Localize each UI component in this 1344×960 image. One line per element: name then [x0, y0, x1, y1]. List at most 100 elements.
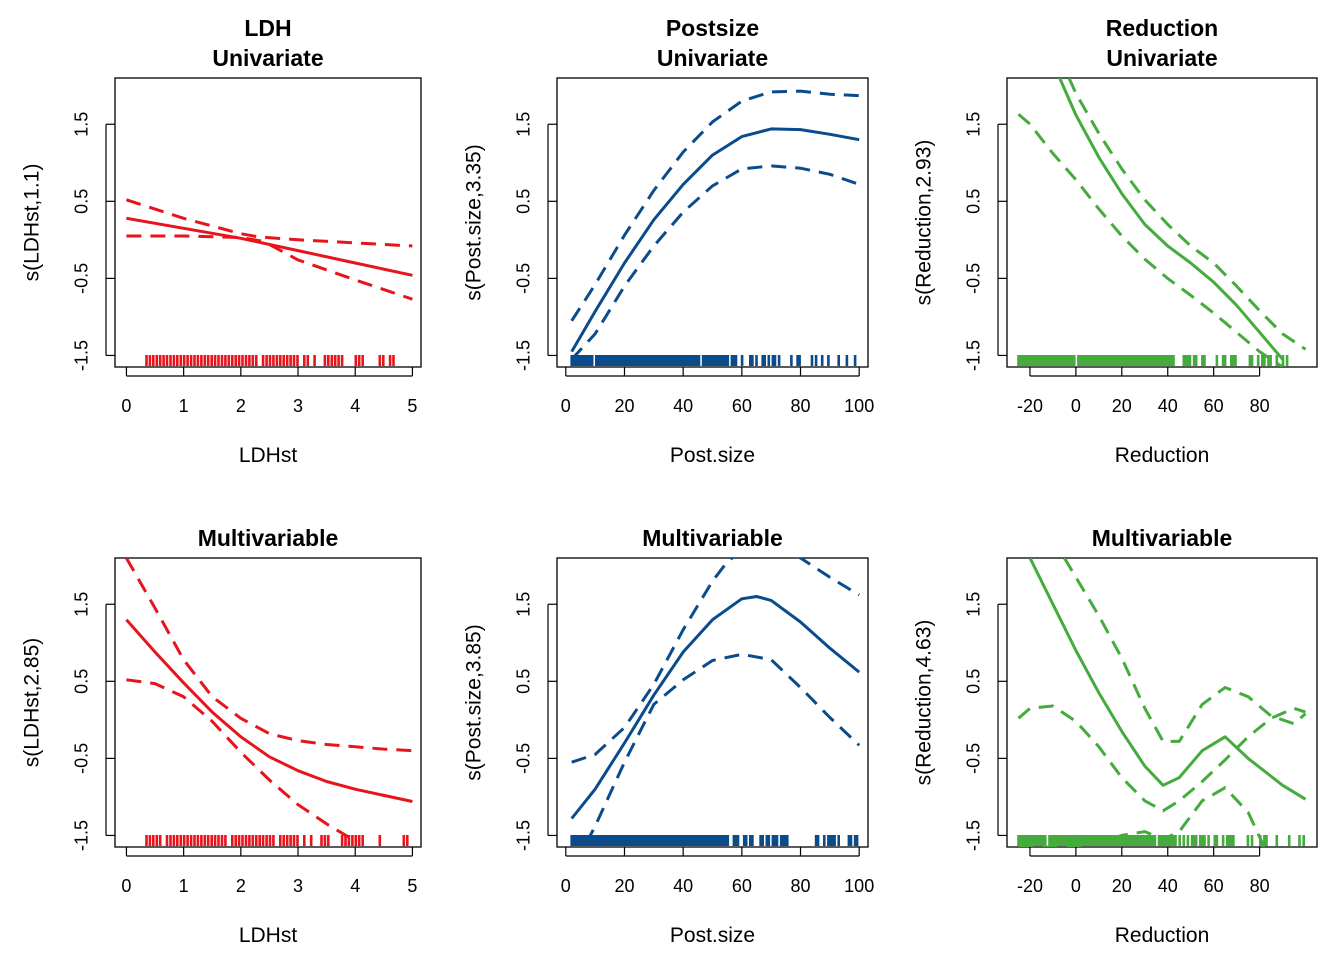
panel-6: Multivariable -20 0 20 40 60 80 -1.5 -0.5 0.5 1.5 R…	[913, 525, 1318, 947]
x-tick-label: 40	[673, 396, 693, 416]
panel-title: Univariate	[657, 45, 768, 71]
series-group	[1017, 78, 1307, 367]
rug-ticks	[1017, 355, 1289, 366]
x-tick-label: -20	[1017, 876, 1043, 896]
panel-title: Univariate	[1106, 45, 1217, 71]
y-tick-label: 0.5	[514, 669, 534, 694]
rug-ticks	[145, 835, 409, 846]
y-tick-label: 0.5	[72, 189, 92, 214]
confidence-band-lower	[1017, 113, 1284, 367]
y-tick-label: 0.5	[514, 189, 534, 214]
y-tick-label: -0.5	[72, 263, 92, 294]
y-tick-label: 1.5	[72, 112, 92, 137]
y-tick-label: 0.5	[72, 669, 92, 694]
y-tick-label: -1.5	[72, 820, 92, 851]
panel-title: Multivariable	[198, 525, 339, 551]
confidence-band-upper	[1063, 558, 1307, 743]
smooth-estimate-line	[1058, 78, 1284, 361]
plot-frame	[114, 77, 422, 368]
rug-marks	[570, 355, 857, 366]
panel-1: LDH Univariate 0 1 2 3 4 5 -1.5 -0.5 0.5 1.5 LDHst s(…	[21, 15, 422, 467]
x-tick-label: 4	[350, 396, 360, 416]
y-tick-label: 1.5	[964, 112, 984, 137]
confidence-band-lower	[570, 164, 860, 361]
series-group	[570, 558, 861, 844]
x-tick-label: 20	[1112, 396, 1132, 416]
y-axis-label: s(LDHst,2.85)	[21, 638, 44, 768]
x-tick-label: 1	[179, 876, 189, 896]
confidence-band-upper	[1017, 704, 1306, 813]
x-tick-label: 3	[293, 876, 303, 896]
y-tick-label: -1.5	[964, 340, 984, 371]
x-tick-label: 1	[179, 396, 189, 416]
panel-4: Multivariable 0 1 2 3 4 5 -1.5 -0.5 0.5 1.5 LDHst s(…	[21, 525, 422, 947]
series-group	[570, 89, 860, 361]
rug-marks	[145, 355, 395, 366]
y-axis-label: s(LDHst,1.1)	[21, 164, 44, 282]
confidence-band-lower	[126, 234, 413, 301]
panel-title: Multivariable	[1092, 525, 1233, 551]
y-axis-label: s(Reduction,2.93)	[913, 140, 936, 306]
x-tick-label: 60	[1204, 876, 1224, 896]
rug-marks	[1017, 355, 1289, 366]
smooth-estimate-line	[570, 127, 860, 353]
panel-2: Postsize Univariate 0 20 40 60 80 100 -1.5 -0.5 0.…	[463, 15, 875, 467]
x-tick-label: 40	[673, 876, 693, 896]
x-axis-label: Post.size	[670, 444, 755, 467]
plot-frame	[556, 557, 869, 848]
panel-3: Reduction Univariate -20 0 20 40 60 80 -1.5 -0.5 0…	[913, 15, 1318, 467]
confidence-band-upper	[570, 89, 860, 322]
x-tick-label: 60	[1204, 396, 1224, 416]
x-tick-label: 80	[1250, 876, 1270, 896]
y-tick-label: -1.5	[72, 340, 92, 371]
y-tick-label: 1.5	[514, 592, 534, 617]
x-tick-label: 60	[732, 876, 752, 896]
y-tick-label: -0.5	[964, 743, 984, 774]
y-tick-label: 0.5	[964, 669, 984, 694]
x-tick-label: 0	[561, 396, 571, 416]
confidence-band-upper	[125, 198, 413, 248]
plot-frame	[114, 557, 422, 848]
x-tick-label: 3	[293, 396, 303, 416]
x-tick-label: 20	[1112, 876, 1132, 896]
y-tick-label: -0.5	[514, 263, 534, 294]
x-tick-label: 100	[844, 396, 874, 416]
x-axis-label: LDHst	[239, 444, 298, 467]
y-axis-label: s(Post.size,3.35)	[463, 144, 486, 300]
x-tick-label: 60	[732, 396, 752, 416]
x-tick-label: 40	[1158, 876, 1178, 896]
x-axis-label: Reduction	[1115, 924, 1210, 947]
x-tick-label: 100	[844, 876, 874, 896]
panel-title: Multivariable	[642, 525, 783, 551]
x-axis-label: Reduction	[1115, 444, 1210, 467]
x-axis-label: Post.size	[670, 924, 755, 947]
y-tick-label: -0.5	[72, 743, 92, 774]
smooth-estimate-line	[1028, 558, 1307, 801]
x-tick-label: 80	[791, 876, 811, 896]
y-tick-label: -0.5	[514, 743, 534, 774]
panel-title: LDH	[244, 15, 291, 41]
panel-title: Univariate	[212, 45, 323, 71]
x-tick-label: 4	[350, 876, 360, 896]
y-tick-label: 0.5	[964, 189, 984, 214]
y-tick-label: -1.5	[514, 340, 534, 371]
x-axis-label: LDHst	[239, 924, 298, 947]
confidence-band-upper	[125, 558, 413, 753]
smooth-estimate-line	[126, 216, 413, 277]
x-tick-label: 2	[236, 396, 246, 416]
y-axis-label: s(Reduction,4.63)	[913, 620, 936, 786]
x-tick-label: 0	[121, 876, 131, 896]
smooth-estimate-line	[125, 618, 413, 803]
rug-ticks	[145, 355, 395, 366]
y-tick-label: 1.5	[514, 112, 534, 137]
x-tick-label: 2	[236, 876, 246, 896]
y-tick-label: -1.5	[514, 820, 534, 851]
rug-marks	[145, 835, 409, 846]
y-tick-label: -1.5	[964, 820, 984, 851]
x-tick-label: 0	[561, 876, 571, 896]
x-tick-label: 40	[1158, 396, 1178, 416]
y-tick-label: 1.5	[72, 592, 92, 617]
x-tick-label: 0	[1071, 396, 1081, 416]
rug-ticks	[570, 355, 857, 366]
